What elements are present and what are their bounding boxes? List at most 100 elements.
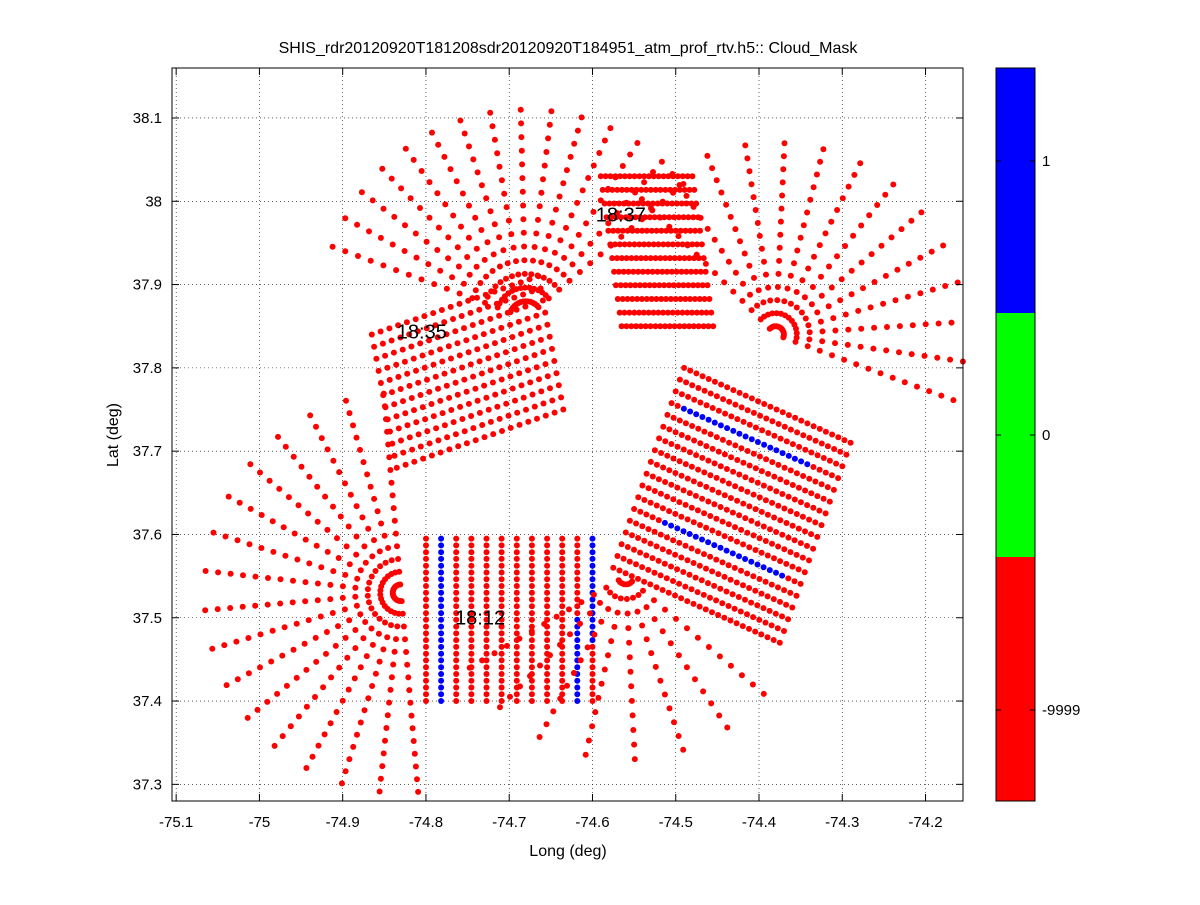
- point-fan-south: [666, 705, 673, 712]
- point-18:35: [531, 403, 538, 410]
- point-18:37: [674, 241, 681, 248]
- point-fan-southwest: [290, 646, 297, 653]
- point-scan-east: [822, 469, 829, 476]
- point-fan-northeast: [842, 311, 849, 318]
- point-18:12: [453, 603, 460, 610]
- point-fan-north: [632, 189, 639, 196]
- point-fan-north: [596, 230, 603, 237]
- point-18:37: [658, 296, 665, 302]
- point-fan-northeast: [773, 310, 780, 317]
- point-fan-north: [472, 214, 479, 221]
- point-fan-northeast: [926, 388, 933, 395]
- point-scan-east: [688, 504, 695, 511]
- point-scan-east: [672, 470, 679, 476]
- point-fan-north: [494, 150, 501, 157]
- point-scan-east: [729, 509, 736, 516]
- point-18:37: [667, 296, 674, 302]
- point-fan-northeast: [832, 340, 838, 347]
- point-scan-east: [750, 450, 757, 457]
- point-fan-southwest: [380, 646, 387, 653]
- point-scan-east: [657, 572, 664, 579]
- point-fan-north: [530, 257, 536, 264]
- point-scan-east: [649, 473, 656, 480]
- point-fan-southwest: [346, 756, 353, 763]
- point-18:37: [660, 173, 667, 180]
- point-18:12: [513, 698, 520, 704]
- point-scan-east: [695, 425, 702, 432]
- point-18:37: [664, 268, 671, 275]
- point-scan-east: [670, 455, 677, 462]
- point-fan-southwest: [295, 713, 302, 720]
- point-scan-east: [793, 592, 800, 599]
- point-fan-southwest: [404, 661, 411, 668]
- point-fan-northeast: [787, 300, 794, 307]
- point-fan-southwest: [276, 485, 283, 492]
- point-scan-east: [682, 420, 689, 427]
- point-scan-east: [750, 532, 757, 539]
- point-fan-northeast: [888, 234, 895, 241]
- point-18:12: [528, 623, 535, 630]
- point-fan-north: [417, 205, 423, 211]
- point-18:12: [438, 549, 445, 556]
- point-fan-north: [449, 274, 456, 281]
- point-fan-north: [563, 167, 570, 174]
- point-fan-southwest: [390, 661, 397, 668]
- point-fan-north: [434, 190, 441, 197]
- point-18:12: [423, 589, 429, 596]
- point-fan-north: [587, 240, 594, 247]
- point-scan-east: [687, 408, 694, 415]
- point-18:12: [498, 535, 505, 542]
- point-scan-east: [682, 542, 689, 549]
- point-scan-east: [651, 528, 658, 535]
- point-18:37: [693, 268, 699, 275]
- point-scan-east: [752, 465, 759, 472]
- point-fan-northeast: [816, 242, 823, 249]
- point-fan-southwest: [338, 780, 345, 787]
- x-tick-label: -75.1: [159, 814, 193, 831]
- point-18:35: [503, 400, 510, 407]
- point-18:37: [626, 173, 633, 180]
- point-18:37: [654, 200, 661, 207]
- point-fan-northeast: [794, 247, 801, 254]
- point-fan-north: [425, 261, 432, 268]
- point-scan-east: [754, 520, 761, 527]
- point-fan-south: [694, 634, 701, 641]
- point-18:35: [397, 334, 404, 341]
- point-18:12: [544, 610, 551, 617]
- point-fan-southwest: [402, 636, 408, 643]
- point-18:12: [544, 589, 551, 596]
- point-18:12: [483, 596, 490, 603]
- point-18:37: [674, 173, 681, 180]
- point-scan-east: [705, 376, 712, 382]
- point-fan-southwest: [368, 573, 375, 580]
- point-fan-north: [519, 175, 526, 182]
- point-fan-north: [478, 182, 485, 189]
- point-scan-east: [754, 602, 761, 609]
- point-scan-east: [764, 634, 771, 641]
- point-18:35: [459, 416, 466, 422]
- point-fan-north: [481, 256, 488, 263]
- point-scan-east: [767, 403, 774, 410]
- point-fan-southwest: [361, 543, 368, 550]
- point-scan-east: [670, 414, 677, 421]
- x-tick-label: -74.6: [575, 814, 609, 831]
- point-18:37: [621, 309, 628, 316]
- colorbar: 1 0 -9999: [995, 67, 1080, 802]
- point-fan-northeast: [727, 213, 734, 220]
- point-scan-east: [732, 442, 739, 449]
- point-fan-southwest: [291, 530, 298, 537]
- point-18:35: [428, 349, 435, 356]
- point-18:12: [453, 555, 460, 562]
- point-18:37: [697, 227, 703, 234]
- point-18:37: [685, 282, 692, 289]
- point-scan-east: [808, 449, 815, 456]
- point-scan-east: [777, 476, 784, 483]
- point-scan-east: [748, 517, 755, 524]
- point-18:12: [589, 542, 596, 549]
- point-18:37: [650, 241, 657, 248]
- point-scan-east: [776, 639, 783, 646]
- point-scan-east: [727, 617, 734, 624]
- point-18:35: [509, 334, 516, 340]
- point-18:35: [388, 337, 395, 344]
- point-scan-east: [672, 510, 679, 517]
